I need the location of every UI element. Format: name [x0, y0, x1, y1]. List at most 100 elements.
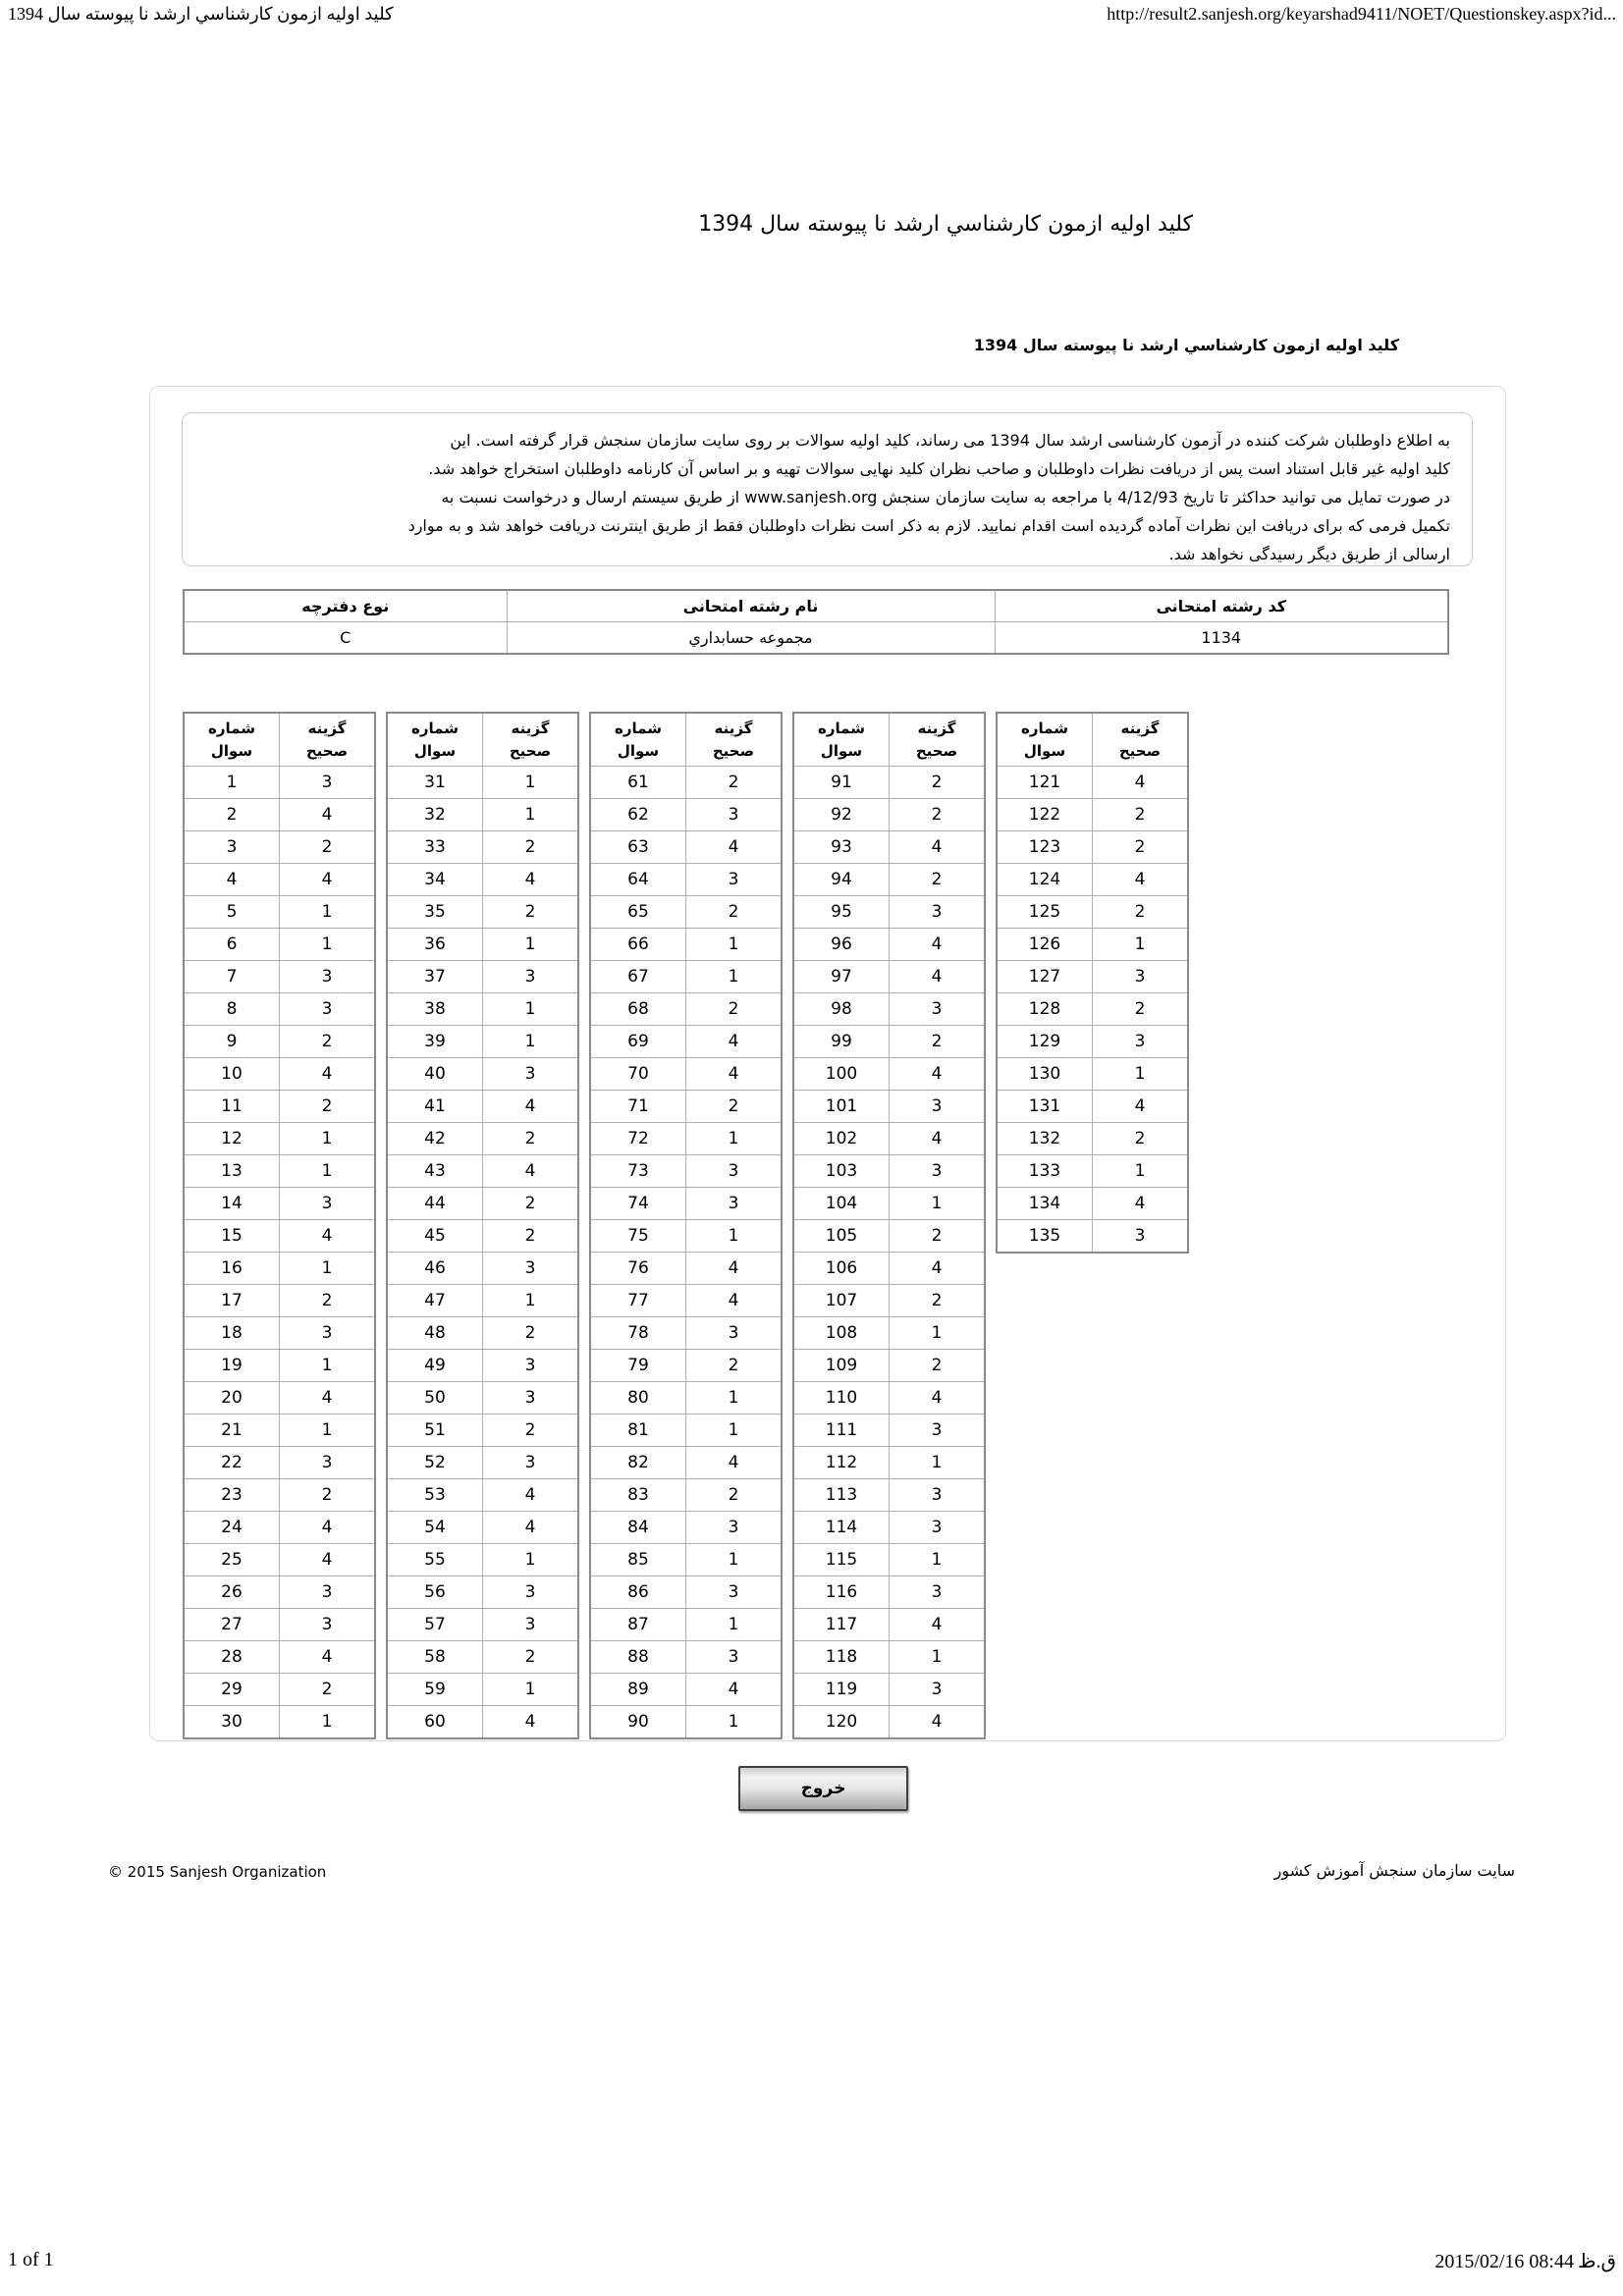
question-number-cell: 53	[386, 1478, 483, 1512]
question-number-cell: 43	[386, 1154, 483, 1188]
question-number-cell: 41	[386, 1090, 483, 1123]
question-number-cell: 21	[183, 1414, 280, 1447]
answer-row: 89 4	[589, 1673, 783, 1706]
answer-row: 72 1	[589, 1122, 783, 1155]
correct-option-cell: 4	[685, 1446, 783, 1479]
answer-row: 88 3	[589, 1640, 783, 1674]
answer-row: 25 4	[183, 1543, 376, 1576]
correct-option-cell: 2	[482, 1219, 579, 1253]
question-number-cell: 1	[183, 766, 280, 799]
question-number-cell: 32	[386, 798, 483, 831]
answer-row: 50 3	[386, 1381, 579, 1415]
answer-row: 24 4	[183, 1511, 376, 1544]
exit-button[interactable]: خروج	[738, 1766, 908, 1811]
answer-row: 97 4	[792, 960, 986, 993]
correct-option-cell: 3	[685, 1154, 783, 1188]
question-number-cell: 11	[183, 1090, 280, 1123]
question-number-cell: 117	[792, 1608, 890, 1641]
answer-row: 93 4	[792, 830, 986, 864]
correct-option-cell: 1	[889, 1640, 986, 1674]
question-number-cell: 103	[792, 1154, 890, 1188]
answer-row: 130 1	[996, 1057, 1189, 1091]
question-number-cell: 63	[589, 830, 686, 864]
correct-option-cell: 3	[1092, 960, 1189, 993]
correct-option-cell: 1	[279, 1154, 376, 1188]
exam-code-value: 1134	[994, 621, 1449, 655]
answer-row: 56 3	[386, 1575, 579, 1609]
notice-line: در صورت تمایل می توانید حداکثر تا تاریخ …	[441, 488, 1450, 507]
question-number-cell: 95	[792, 895, 890, 929]
question-number-cell: 8	[183, 992, 280, 1026]
correct-option-cell: 3	[889, 1478, 986, 1512]
correct-option-cell: 1	[889, 1543, 986, 1576]
answer-row: 81 1	[589, 1414, 783, 1447]
correct-option-cell: 2	[889, 1284, 986, 1317]
correct-option-cell: 1	[685, 1219, 783, 1253]
answer-row: 119 3	[792, 1673, 986, 1706]
answer-row: 129 3	[996, 1025, 1189, 1058]
exam-info-header-row: کد رشته امتحانی نام رشته امتحانی نوع دفت…	[183, 589, 1449, 622]
page-number: 1 of 1	[8, 2249, 54, 2270]
question-number-cell: 79	[589, 1349, 686, 1382]
question-number-cell: 42	[386, 1122, 483, 1155]
answer-row: 65 2	[589, 895, 783, 929]
question-number-cell: 114	[792, 1511, 890, 1544]
correct-option-cell: 2	[685, 895, 783, 929]
question-number-cell: 134	[996, 1187, 1093, 1220]
correct-option-header: گزینه صحیح	[482, 712, 579, 767]
answer-row: 28 4	[183, 1640, 376, 1674]
question-number-cell: 94	[792, 863, 890, 896]
am-marker: ق.ظ	[1577, 2251, 1616, 2272]
answer-row: 115 1	[792, 1543, 986, 1576]
correct-option-cell: 4	[482, 1705, 579, 1739]
correct-option-cell: 1	[685, 1381, 783, 1415]
answer-row: 96 4	[792, 928, 986, 961]
question-number-cell: 119	[792, 1673, 890, 1706]
answer-row: 38 1	[386, 992, 579, 1026]
answer-row: 101 3	[792, 1090, 986, 1123]
answer-row: 121 4	[996, 766, 1189, 799]
correct-option-cell: 2	[889, 766, 986, 799]
correct-option-cell: 1	[482, 992, 579, 1026]
correct-option-cell: 1	[279, 1349, 376, 1382]
correct-option-cell: 3	[1092, 1025, 1189, 1058]
correct-option-cell: 2	[1092, 830, 1189, 864]
correct-option-cell: 3	[279, 766, 376, 799]
answer-row: 64 3	[589, 863, 783, 896]
answer-row: 59 1	[386, 1673, 579, 1706]
answer-row: 30 1	[183, 1705, 376, 1739]
correct-option-cell: 1	[482, 928, 579, 961]
exam-info-value-row: 1134 مجموعه حسابداري C	[183, 621, 1449, 655]
question-number-cell: 38	[386, 992, 483, 1026]
correct-option-cell: 4	[482, 1154, 579, 1188]
correct-option-cell: 4	[685, 1252, 783, 1285]
answer-row: 118 1	[792, 1640, 986, 1674]
correct-option-cell: 3	[685, 1316, 783, 1350]
correct-option-cell: 1	[279, 928, 376, 961]
question-number-cell: 126	[996, 928, 1093, 961]
correct-option-cell: 4	[1092, 1090, 1189, 1123]
question-number-cell: 85	[589, 1543, 686, 1576]
print-header-title: کلید اولیه ازمون کارشناسي ارشد نا پیوسته…	[8, 4, 394, 24]
question-number-cell: 132	[996, 1122, 1093, 1155]
answer-row: 47 1	[386, 1284, 579, 1317]
print-header-url: http://result2.sanjesh.org/keyarshad9411…	[1107, 4, 1616, 24]
question-number-cell: 10	[183, 1057, 280, 1091]
correct-option-cell: 1	[482, 1284, 579, 1317]
answer-row: 26 3	[183, 1575, 376, 1609]
answer-row: 27 3	[183, 1608, 376, 1641]
correct-option-cell: 4	[279, 1511, 376, 1544]
question-number-cell: 44	[386, 1187, 483, 1220]
question-number-cell: 61	[589, 766, 686, 799]
print-date-value: 2015/02/16 08:44	[1434, 2251, 1574, 2272]
answer-row: 46 3	[386, 1252, 579, 1285]
question-number-cell: 52	[386, 1446, 483, 1479]
question-number-cell: 110	[792, 1381, 890, 1415]
question-number-cell: 6	[183, 928, 280, 961]
answer-row: 82 4	[589, 1446, 783, 1479]
question-number-cell: 36	[386, 928, 483, 961]
